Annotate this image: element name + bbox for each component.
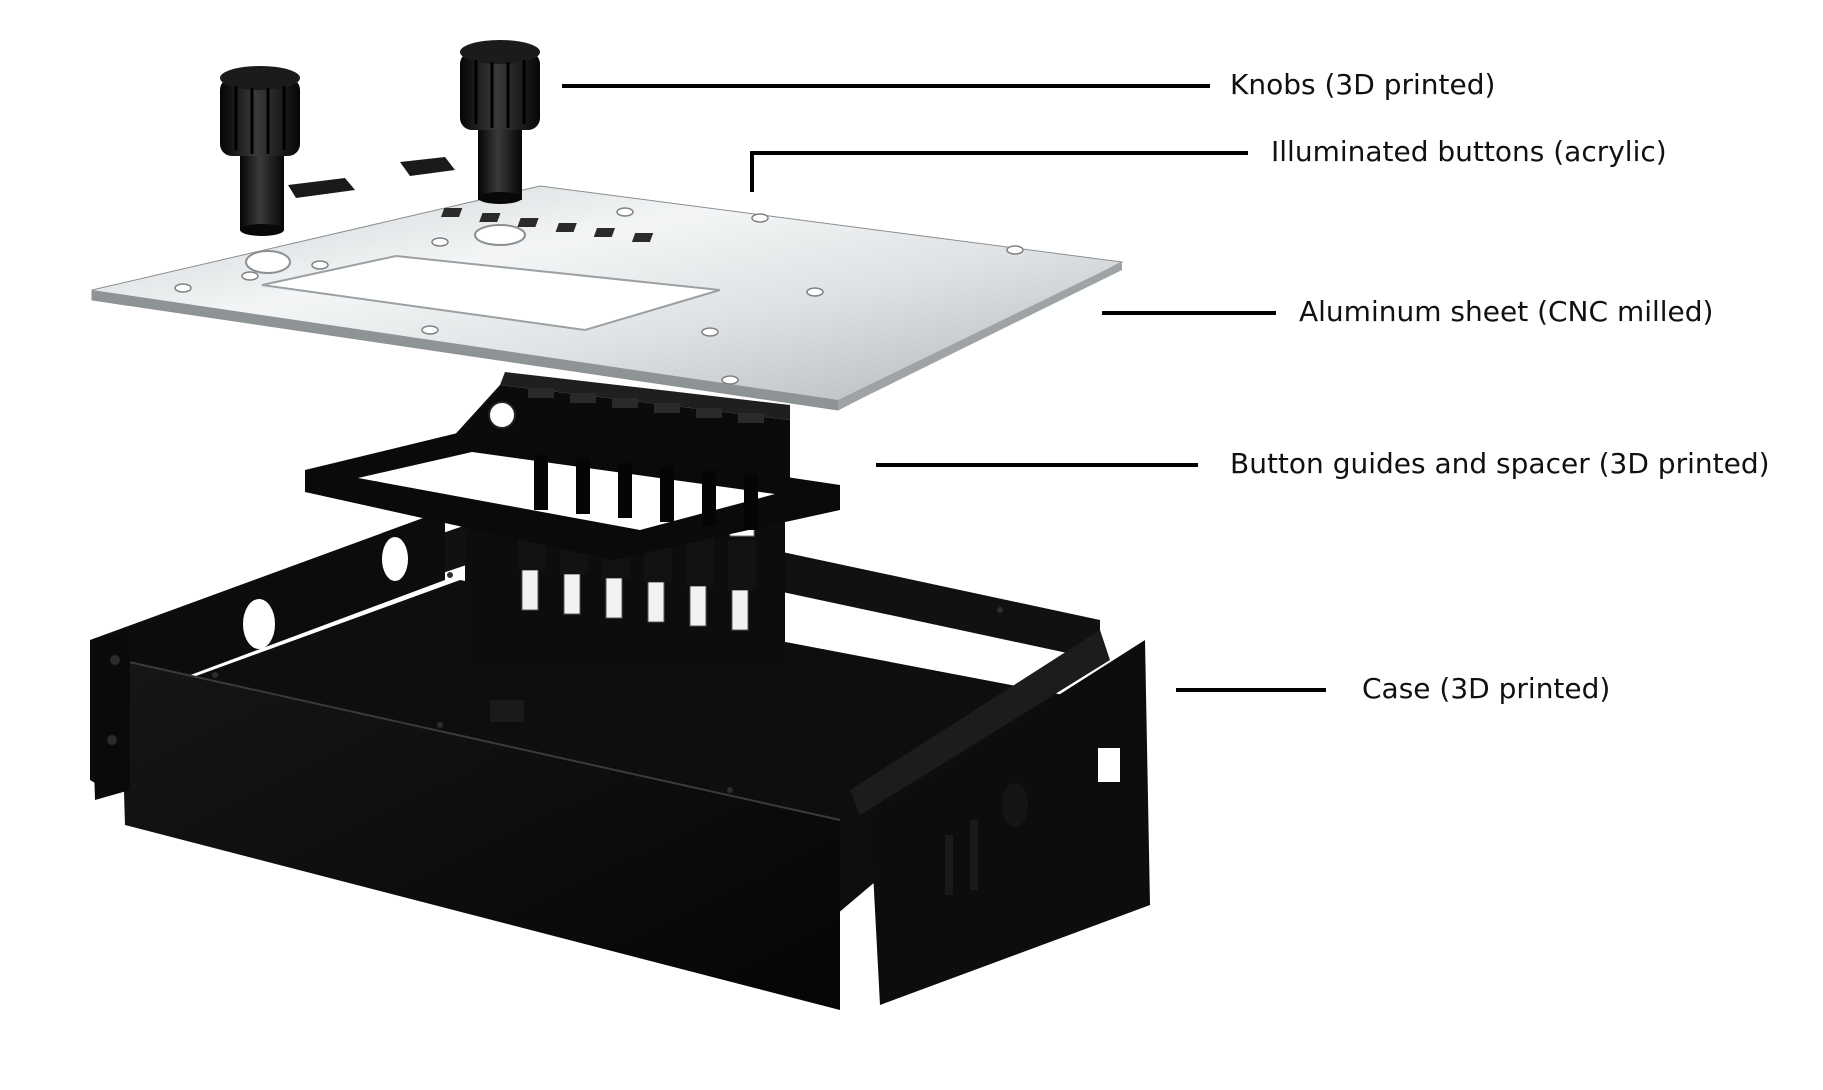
guide-slot — [570, 393, 596, 403]
switch-contact — [605, 577, 623, 619]
switch-contact — [563, 573, 581, 615]
label-illuminated-buttons: Illuminated buttons (acrylic) — [1271, 135, 1667, 168]
plate-screw-hole — [721, 375, 739, 385]
guide-finger — [744, 475, 758, 530]
guide-slot — [696, 408, 722, 418]
switch-contact — [647, 581, 665, 623]
case-part — [90, 500, 1150, 1010]
switch-body — [686, 536, 714, 586]
guide-finger — [660, 467, 674, 522]
case-left-end-plate — [90, 632, 130, 800]
plate-screw-hole — [806, 287, 824, 297]
plate-screw-holes — [174, 207, 1024, 385]
display-window — [261, 254, 721, 332]
plate-screw-hole — [1006, 245, 1024, 255]
plate-button-slots — [441, 208, 654, 242]
switch-body — [728, 540, 756, 590]
label-aluminum-sheet: Aluminum sheet (CNC milled) — [1299, 295, 1714, 328]
plate-screw-hole — [431, 237, 449, 247]
guide-finger — [576, 459, 590, 514]
label-knobs: Knobs (3D printed) — [1230, 68, 1496, 101]
plate-screw-hole — [751, 213, 769, 223]
guide-slot — [738, 413, 764, 423]
plate-button-slot — [631, 233, 654, 242]
case-front-wall — [120, 660, 840, 1010]
leader-lines — [562, 84, 1326, 692]
plate-button-slot — [441, 208, 463, 217]
aluminum-sheet-part — [91, 185, 1124, 411]
guide-slots — [528, 388, 764, 530]
leader-line-buttons — [750, 151, 1248, 192]
knob-left — [220, 66, 300, 236]
plate-screw-hole — [421, 325, 439, 335]
label-case: Case (3D printed) — [1362, 672, 1611, 705]
plate-button-slot — [517, 218, 539, 227]
guide-slot — [528, 388, 554, 398]
knob-right — [460, 40, 540, 204]
guide-finger — [534, 455, 548, 510]
guide-slot — [612, 398, 638, 408]
plate-button-slot — [593, 228, 616, 237]
case-left-wall — [90, 510, 445, 792]
plate-screw-hole — [311, 260, 329, 270]
plate-screw-hole — [241, 271, 259, 281]
plate-screw-hole — [701, 327, 719, 337]
switch-contact — [521, 569, 539, 611]
switch-contact — [689, 585, 707, 627]
guide-finger — [702, 471, 716, 526]
guide-finger — [618, 463, 632, 518]
switch-contact — [731, 589, 749, 631]
guide-slot — [654, 403, 680, 413]
label-button-guides: Button guides and spacer (3D printed) — [1230, 447, 1770, 480]
button-guides-spacer-part — [305, 372, 840, 560]
knobs-part — [220, 40, 540, 236]
plate-button-slot — [479, 213, 501, 222]
plate-button-slot — [555, 223, 577, 232]
plate-screw-hole — [616, 207, 634, 217]
plate-screw-hole — [174, 283, 192, 293]
